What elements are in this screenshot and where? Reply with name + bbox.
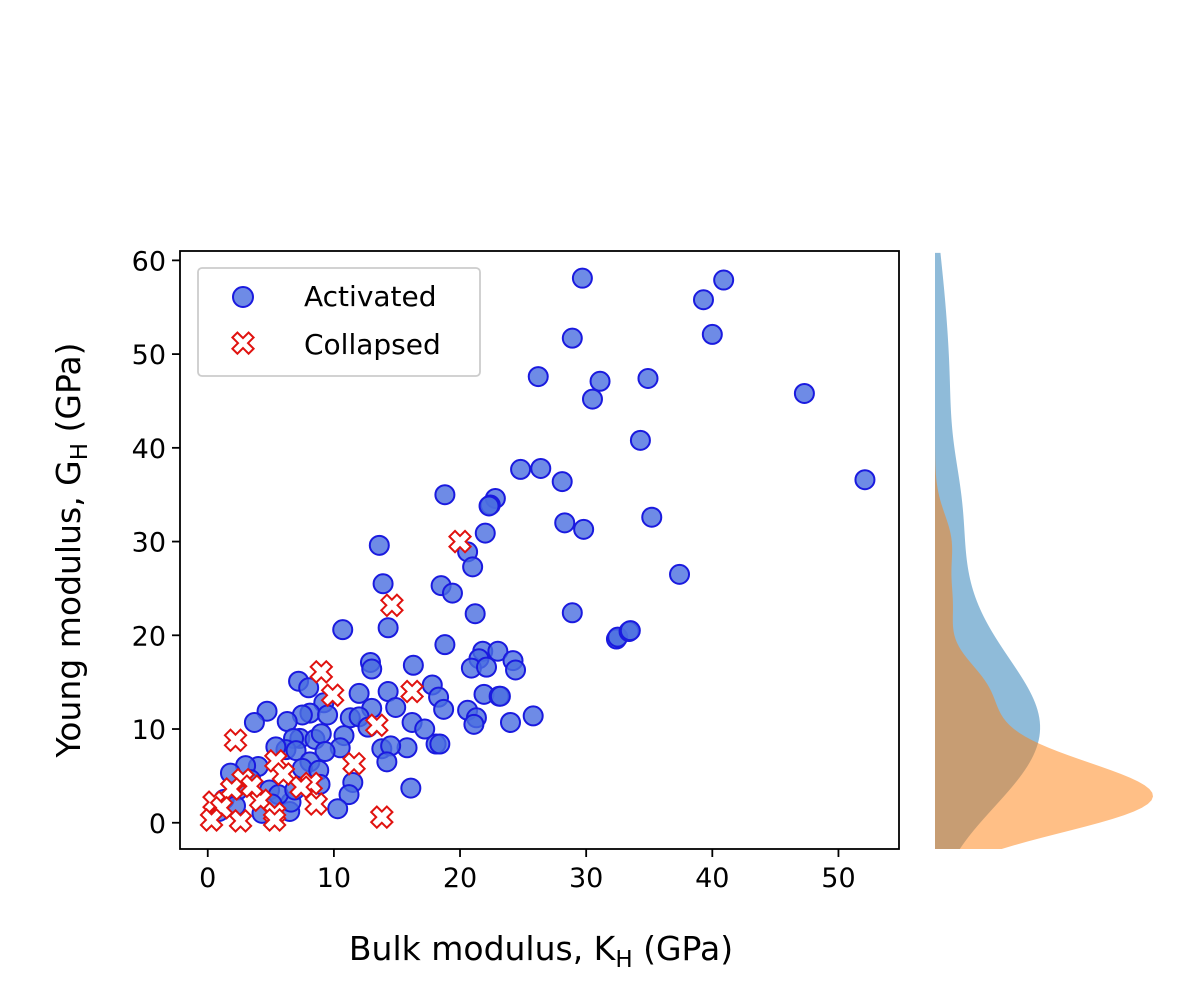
point-collapsed bbox=[239, 774, 264, 799]
x-tick-label: 10 bbox=[317, 863, 351, 894]
legend-label-collapsed: Collapsed bbox=[304, 328, 441, 361]
x-tick-label: 20 bbox=[443, 863, 477, 894]
marginal-density-panel bbox=[935, 252, 1153, 849]
point-collapsed bbox=[223, 728, 248, 753]
point-activated bbox=[573, 518, 595, 540]
plot-frame bbox=[179, 250, 900, 850]
y-axis-ticks: 0 10 20 30 40 50 60 bbox=[132, 246, 180, 840]
point-collapsed bbox=[400, 679, 425, 704]
point-activated bbox=[505, 659, 527, 681]
x-tick-label: 50 bbox=[821, 863, 855, 894]
point-activated bbox=[243, 711, 265, 733]
point-activated bbox=[571, 267, 593, 289]
point-activated bbox=[314, 741, 336, 763]
point-collapsed bbox=[228, 808, 253, 833]
point-activated bbox=[530, 457, 552, 479]
point-activated bbox=[441, 582, 463, 604]
x-axis-ticks: 0 10 20 30 40 50 bbox=[199, 849, 856, 894]
point-activated bbox=[478, 495, 500, 517]
point-activated bbox=[298, 677, 320, 699]
point-activated bbox=[414, 718, 436, 740]
point-activated bbox=[348, 682, 370, 704]
point-activated bbox=[589, 370, 611, 392]
y-tick-label: 50 bbox=[132, 340, 166, 371]
point-activated bbox=[619, 620, 641, 642]
point-collapsed bbox=[262, 807, 287, 832]
point-activated bbox=[487, 640, 509, 662]
point-collapsed bbox=[448, 529, 473, 554]
point-activated bbox=[361, 658, 383, 680]
point-collapsed bbox=[320, 683, 345, 708]
point-activated bbox=[561, 602, 583, 624]
point-activated bbox=[669, 563, 691, 585]
y-tick-label: 10 bbox=[132, 715, 166, 746]
point-collapsed bbox=[364, 713, 389, 738]
point-activated bbox=[385, 696, 407, 718]
point-activated bbox=[510, 458, 532, 480]
point-activated bbox=[629, 429, 651, 451]
y-tick-label: 20 bbox=[132, 621, 166, 652]
point-activated bbox=[317, 704, 339, 726]
point-activated bbox=[701, 323, 723, 345]
legend-frame bbox=[197, 267, 481, 377]
point-collapsed bbox=[289, 775, 314, 800]
point-activated bbox=[462, 556, 484, 578]
point-activated bbox=[368, 534, 390, 556]
point-activated bbox=[641, 506, 663, 528]
point-activated bbox=[499, 711, 521, 733]
point-activated bbox=[476, 656, 498, 678]
point-activated bbox=[551, 471, 573, 493]
point-activated bbox=[554, 512, 576, 534]
x-axis-label: Bulk modulus, KH (GPa) bbox=[349, 929, 733, 973]
legend: Activated Collapsed bbox=[197, 267, 481, 377]
point-collapsed bbox=[199, 807, 224, 832]
point-collapsed bbox=[342, 751, 367, 776]
point-activated bbox=[400, 777, 422, 799]
x-tick-label: 0 bbox=[199, 863, 216, 894]
point-activated bbox=[527, 366, 549, 388]
y-tick-label: 60 bbox=[132, 246, 166, 277]
point-activated bbox=[464, 603, 486, 625]
point-activated bbox=[434, 484, 456, 506]
point-activated bbox=[854, 469, 876, 491]
point-activated bbox=[561, 327, 583, 349]
point-activated bbox=[637, 367, 659, 389]
point-activated bbox=[692, 289, 714, 311]
point-activated bbox=[376, 751, 398, 773]
point-collapsed bbox=[379, 593, 404, 618]
point-activated bbox=[581, 388, 603, 410]
y-axis-label: Young modulus, GH (GPa) bbox=[49, 342, 93, 758]
x-tick-label: 40 bbox=[695, 863, 729, 894]
legend-marker-activated bbox=[232, 286, 254, 308]
point-collapsed bbox=[304, 791, 329, 817]
point-activated bbox=[793, 382, 815, 404]
legend-marker-collapsed bbox=[230, 331, 256, 356]
y-tick-label: 30 bbox=[132, 528, 166, 559]
scatter-panel: 0 10 20 30 40 50 0 10 20 30 40 50 60 bbox=[132, 246, 900, 894]
point-activated bbox=[429, 733, 451, 755]
point-activated bbox=[377, 617, 399, 639]
point-activated bbox=[489, 685, 511, 707]
density-collapsed bbox=[935, 252, 1153, 849]
point-activated bbox=[332, 619, 354, 641]
y-tick-label: 0 bbox=[149, 809, 166, 840]
point-activated bbox=[433, 698, 455, 720]
point-activated bbox=[434, 634, 456, 656]
points-layer bbox=[199, 267, 876, 833]
point-activated bbox=[310, 723, 332, 745]
x-tick-label: 30 bbox=[569, 863, 603, 894]
point-activated bbox=[522, 705, 544, 727]
point-activated bbox=[402, 654, 424, 676]
point-collapsed bbox=[369, 805, 394, 830]
point-activated bbox=[372, 573, 394, 595]
y-tick-label: 40 bbox=[132, 434, 166, 465]
point-activated bbox=[713, 269, 735, 291]
point-activated bbox=[338, 784, 360, 806]
legend-label-activated: Activated bbox=[304, 280, 437, 313]
point-collapsed bbox=[309, 659, 334, 684]
point-activated bbox=[327, 798, 349, 820]
point-activated bbox=[474, 522, 496, 544]
point-activated bbox=[463, 713, 485, 735]
